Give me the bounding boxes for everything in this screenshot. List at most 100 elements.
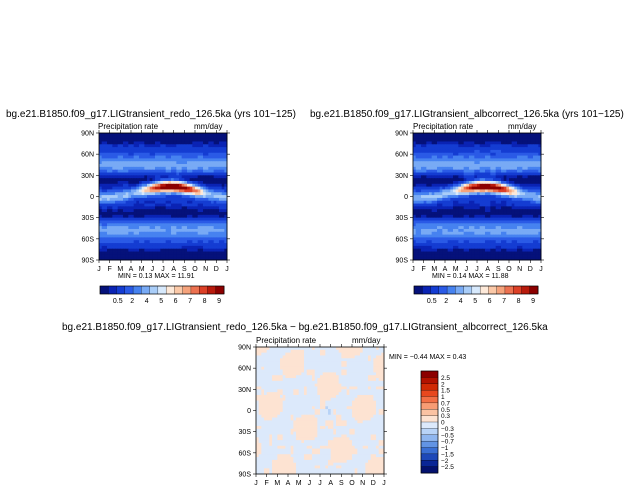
panel3-cell: [368, 366, 372, 370]
panel3-cell: [362, 372, 366, 376]
panel1-cell: [101, 164, 105, 168]
panel1-cell: [219, 228, 223, 233]
panel2-cell: [533, 217, 537, 221]
panel2-cell: [485, 248, 489, 252]
panel1-cell: [139, 133, 143, 137]
panel3-cell: [266, 355, 270, 359]
panel1-cell: [211, 147, 215, 151]
panel1-cell: [213, 189, 217, 193]
panel2-cell: [519, 245, 523, 250]
panel2-cell: [474, 195, 478, 199]
panel2-cell: [490, 206, 494, 210]
panel2-cell: [511, 212, 515, 216]
panel1-cell: [133, 200, 137, 204]
panel1-cell: [181, 133, 185, 137]
panel2-cell: [445, 243, 449, 247]
panel1-cell: [152, 138, 156, 142]
panel2-cell: [439, 248, 443, 252]
panel2-cell: [509, 158, 513, 162]
panel1-cell: [99, 195, 103, 199]
panel2-cell: [479, 133, 483, 137]
panel1-cell: [171, 147, 175, 151]
panel2-cell: [495, 237, 499, 241]
panel2-cell: [458, 178, 462, 182]
panel2-cell: [517, 228, 521, 233]
panel1-cell: [141, 189, 145, 193]
panel1-cell: [155, 175, 159, 179]
panel2-cell: [527, 200, 531, 204]
panel3-cell: [309, 363, 313, 368]
panel3-cell: [264, 375, 268, 379]
panel2-cell: [474, 155, 478, 159]
panel1-cell: [187, 206, 191, 210]
panel3-cell: [282, 366, 286, 370]
panel1-cell: [211, 254, 215, 258]
panel1-cell: [219, 186, 223, 190]
panel1-cell: [112, 228, 116, 233]
panel2-cell: [450, 245, 454, 250]
panel2-cell: [431, 175, 435, 179]
panel2-cell: [445, 231, 449, 235]
panel1-cell: [131, 138, 135, 142]
panel3-cell: [301, 372, 305, 376]
panel2-cell: [525, 133, 529, 137]
panel1-cell: [112, 245, 116, 250]
panel2-cell: [509, 192, 513, 196]
panel2-cell: [413, 149, 417, 154]
panel1-cell: [101, 257, 105, 261]
panel1-cell: [184, 257, 188, 261]
panel1-cell: [125, 212, 129, 216]
panel2-cell: [429, 138, 433, 142]
panel1-cell: [211, 178, 215, 182]
panel2-cell: [426, 149, 430, 154]
panel1-cell: [213, 217, 217, 221]
panel2-cell: [447, 155, 451, 159]
panel1-cell: [112, 226, 116, 230]
panel1-cell: [224, 203, 228, 207]
panel2-cell: [466, 164, 470, 168]
panel1-cell: [109, 141, 113, 145]
panel2-cell: [421, 175, 425, 179]
panel2-cell: [530, 186, 534, 190]
panel3-cell: [269, 347, 273, 351]
panel2-cell: [431, 186, 435, 190]
panel1-cell: [205, 257, 209, 261]
panel2-cell: [522, 161, 526, 165]
panel1-cell: [128, 220, 132, 224]
panel1-cell: [157, 158, 161, 162]
panel1-cell: [195, 228, 199, 233]
panel1-cell: [187, 164, 191, 168]
panel2-cell: [485, 240, 489, 244]
panel2-cell: [413, 243, 417, 247]
panel1-cell: [133, 248, 137, 252]
panel2-cell: [525, 217, 529, 221]
panel1-cell: [205, 141, 209, 145]
panel1-cell: [165, 254, 169, 258]
panel2-cell: [429, 178, 433, 182]
panel1-cell: [179, 155, 183, 159]
panel1-cell: [139, 200, 143, 204]
panel1-cell: [211, 217, 215, 221]
panel2-cell: [429, 152, 433, 156]
panel1-cell: [112, 141, 116, 145]
panel1-cell: [219, 169, 223, 173]
panel2-cell: [439, 254, 443, 258]
panel1-cell: [211, 231, 215, 235]
panel2-cell: [477, 189, 481, 193]
panel3-cell: [344, 347, 348, 351]
panel3-cell: [304, 366, 308, 370]
panel2-cell: [535, 180, 539, 185]
panel1-cell: [117, 175, 121, 179]
panel2-cell: [525, 214, 529, 219]
panel1-cell: [205, 243, 209, 247]
panel1-cell: [101, 155, 105, 159]
panel1-cell: [109, 133, 113, 137]
panel1-cell: [139, 138, 143, 142]
panel2-cell: [485, 254, 489, 258]
panel2-cell: [517, 147, 521, 151]
panel2-cell: [533, 228, 537, 233]
panel2-cell: [501, 254, 505, 258]
panel2-cell: [503, 175, 507, 179]
panel2-cell: [455, 245, 459, 250]
panel1-cell: [189, 234, 193, 238]
